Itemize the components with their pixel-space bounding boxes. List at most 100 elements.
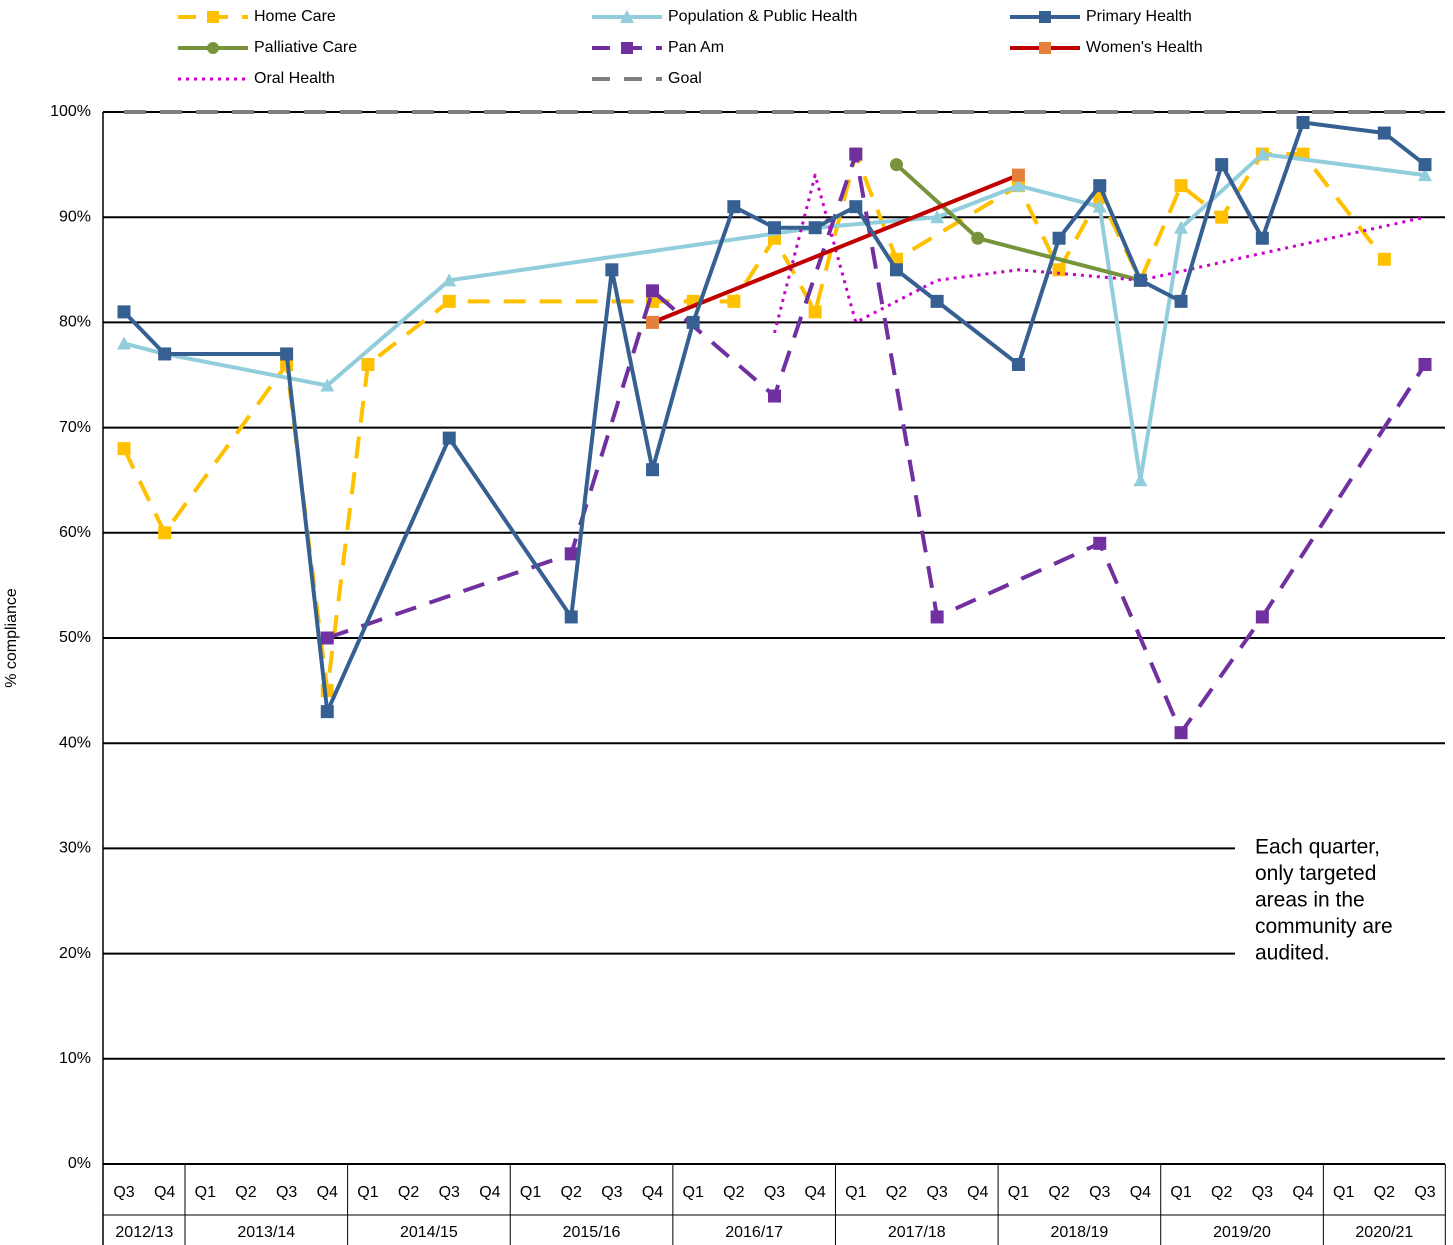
- x-tick-label: Q1: [683, 1184, 704, 1201]
- x-tick-label: Q1: [520, 1184, 541, 1201]
- x-group-label: 2015/16: [563, 1224, 621, 1241]
- x-tick-label: Q4: [967, 1184, 988, 1201]
- marker: [1215, 210, 1229, 224]
- marker: [646, 284, 660, 298]
- x-group-label: 2016/17: [725, 1224, 783, 1241]
- x-tick-label: Q3: [276, 1184, 297, 1201]
- marker: [158, 526, 172, 540]
- x-group-label: 2017/18: [888, 1224, 946, 1241]
- marker: [442, 294, 456, 308]
- y-tick-label: 100%: [50, 103, 91, 120]
- marker: [930, 210, 945, 224]
- x-group-label: 2013/14: [237, 1224, 295, 1241]
- x-tick-label: Q2: [723, 1184, 744, 1201]
- marker: [1052, 263, 1066, 277]
- legend-marker: [620, 10, 634, 23]
- marker: [849, 147, 863, 161]
- marker: [727, 200, 741, 214]
- y-axis-label: % compliance: [3, 588, 20, 688]
- marker: [1011, 178, 1026, 192]
- marker: [727, 294, 741, 308]
- marker: [808, 221, 822, 235]
- legend-marker: [207, 42, 219, 54]
- y-tick-label: 70%: [59, 419, 91, 436]
- x-group-label: 2018/19: [1050, 1224, 1108, 1241]
- marker: [361, 357, 375, 371]
- x-group-label: 2019/20: [1213, 1224, 1271, 1241]
- marker: [1133, 273, 1147, 287]
- x-tick-label: Q4: [1292, 1184, 1313, 1201]
- marker: [605, 263, 619, 277]
- legend-marker: [621, 42, 633, 54]
- marker: [1174, 179, 1188, 193]
- series-line: [773, 173, 1426, 334]
- marker: [767, 221, 781, 235]
- marker: [280, 347, 294, 361]
- legend-label: Population & Public Health: [668, 8, 857, 25]
- x-tick-label: Q1: [1008, 1184, 1029, 1201]
- series-line: [122, 120, 1427, 714]
- marker: [1417, 168, 1432, 182]
- marker: [1377, 126, 1391, 140]
- legend-label: Palliative Care: [254, 39, 357, 56]
- y-tick-label: 50%: [59, 629, 91, 646]
- x-tick-label: Q2: [235, 1184, 256, 1201]
- x-tick-label: Q2: [1211, 1184, 1232, 1201]
- x-tick-label: Q1: [845, 1184, 866, 1201]
- marker: [117, 336, 131, 350]
- x-tick-label: Q2: [398, 1184, 419, 1201]
- marker: [767, 389, 781, 403]
- marker: [1011, 168, 1025, 182]
- marker: [1174, 220, 1189, 234]
- x-tick-label: Q3: [113, 1184, 134, 1201]
- marker: [1011, 357, 1025, 371]
- marker: [889, 263, 903, 277]
- series-line: [123, 152, 1426, 483]
- marker: [1093, 179, 1107, 193]
- marker: [320, 705, 334, 719]
- x-tick-label: Q3: [764, 1184, 785, 1201]
- legend-marker: [1039, 42, 1051, 54]
- marker: [808, 305, 822, 319]
- marker: [1255, 231, 1269, 245]
- marker: [646, 463, 660, 477]
- legend-marker: [1039, 11, 1051, 23]
- x-group-label: 2020/21: [1355, 1224, 1413, 1241]
- x-tick-label: Q3: [601, 1184, 622, 1201]
- x-tick-label: Q3: [1252, 1184, 1273, 1201]
- marker: [849, 200, 863, 214]
- x-tick-label: Q3: [1089, 1184, 1110, 1201]
- legend-label: Home Care: [254, 8, 336, 25]
- marker: [1377, 252, 1391, 266]
- marker: [1418, 158, 1432, 172]
- marker: [1174, 726, 1188, 740]
- annotation-box: [1235, 825, 1445, 995]
- x-tick-label: Q1: [195, 1184, 216, 1201]
- marker: [1093, 536, 1107, 550]
- marker: [564, 547, 578, 561]
- marker: [889, 158, 903, 172]
- x-tick-label: Q1: [1333, 1184, 1354, 1201]
- x-tick-label: Q2: [886, 1184, 907, 1201]
- y-tick-label: 20%: [59, 945, 91, 962]
- marker: [1174, 294, 1188, 308]
- marker: [930, 610, 944, 624]
- marker: [320, 631, 334, 645]
- legend-label: Women's Health: [1086, 39, 1203, 56]
- x-tick-label: Q2: [561, 1184, 582, 1201]
- x-tick-label: Q2: [1374, 1184, 1395, 1201]
- x-tick-label: Q4: [479, 1184, 500, 1201]
- marker: [158, 347, 172, 361]
- y-tick-label: 0%: [68, 1155, 91, 1172]
- series-line: [651, 173, 1020, 325]
- marker: [930, 294, 944, 308]
- x-tick-label: Q3: [1414, 1184, 1435, 1201]
- annotation: community are: [1255, 915, 1393, 938]
- x-tick-label: Q1: [1170, 1184, 1191, 1201]
- marker: [646, 315, 660, 329]
- legend-label: Pan Am: [668, 39, 724, 56]
- x-group-label: 2014/15: [400, 1224, 458, 1241]
- marker: [442, 431, 456, 445]
- x-tick-label: Q4: [154, 1184, 175, 1201]
- annotation: only targeted: [1255, 862, 1376, 885]
